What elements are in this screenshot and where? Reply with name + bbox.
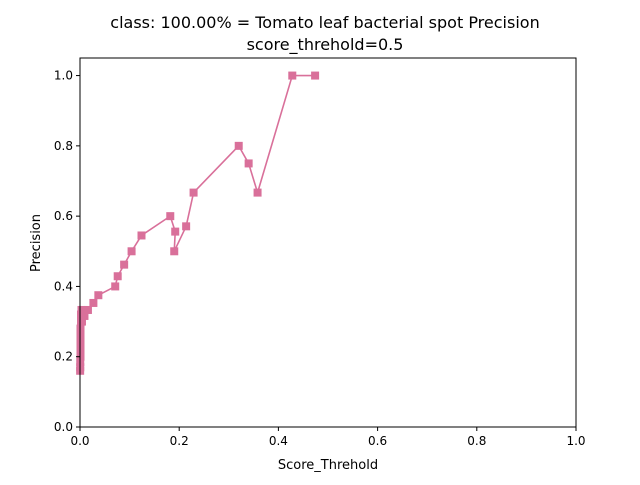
- y-tick-label: 0.0: [54, 420, 73, 434]
- data-point: [189, 188, 198, 197]
- data-point: [113, 272, 122, 281]
- data-point: [127, 247, 136, 256]
- chart-title-line2: score_threhold=0.5: [247, 35, 404, 55]
- data-point: [311, 71, 320, 80]
- data-point: [253, 188, 262, 197]
- data-point: [83, 305, 92, 314]
- data-point: [76, 310, 85, 319]
- x-tick-label: 1.0: [566, 434, 585, 448]
- y-tick-label: 0.2: [54, 350, 73, 364]
- data-point: [166, 212, 175, 221]
- x-tick-label: 0.0: [70, 434, 89, 448]
- data-point: [111, 282, 120, 291]
- data-point: [89, 298, 98, 307]
- data-point: [288, 71, 297, 80]
- y-tick-label: 0.4: [54, 279, 73, 293]
- y-axis-label: Precision: [29, 214, 44, 272]
- data-point: [182, 222, 191, 231]
- x-axis-label: Score_Threhold: [278, 458, 378, 473]
- y-tick-label: 0.6: [54, 209, 73, 223]
- data-point: [120, 260, 129, 269]
- data-point: [244, 159, 253, 168]
- x-tick-label: 0.2: [170, 434, 189, 448]
- chart-title-line1: class: 100.00% = Tomato leaf bacterial s…: [110, 13, 539, 32]
- x-tick-label: 0.4: [269, 434, 288, 448]
- plot-area: 0.0 0.2 0.4 0.6 0.8 1.0 0.0 0.2 0.4 0.6 0.8 1.0: [54, 57, 586, 448]
- data-point: [76, 317, 85, 326]
- data-point: [94, 291, 103, 300]
- y-tick-label: 0.8: [54, 139, 73, 153]
- data-point: [137, 231, 146, 240]
- data-point: [234, 141, 243, 150]
- x-tick-label: 0.6: [368, 434, 387, 448]
- y-tick-label: 1.0: [54, 69, 73, 83]
- x-tick-label: 0.8: [467, 434, 486, 448]
- data-point: [170, 247, 179, 256]
- data-point: [77, 305, 86, 314]
- data-point: [171, 227, 180, 236]
- axes-frame: [79, 57, 577, 428]
